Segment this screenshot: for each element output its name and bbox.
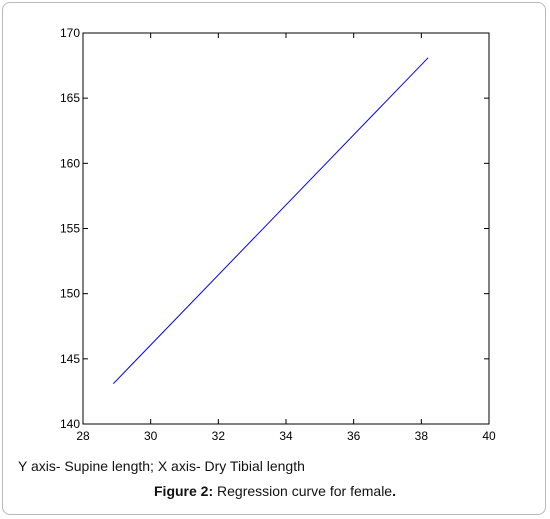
x-tick-label: 34	[279, 429, 293, 443]
caption-end: .	[392, 483, 396, 499]
x-tick-label: 32	[212, 429, 226, 443]
x-tick-label: 30	[144, 429, 158, 443]
y-tick-label: 165	[60, 91, 80, 105]
x-tick-label: 40	[482, 429, 496, 443]
axis-note: Y axis- Supine length; X axis- Dry Tibia…	[18, 458, 305, 474]
y-tick-label: 160	[60, 156, 80, 170]
caption-text: Regression curve for female	[213, 483, 393, 499]
figure-caption: Figure 2: Regression curve for female.	[0, 483, 550, 499]
series-layer	[113, 57, 429, 384]
y-tick-label: 140	[60, 417, 80, 431]
plot-area	[82, 32, 490, 425]
caption-label: Figure 2:	[154, 483, 214, 499]
axis-tick-labels: 28 30 32 34 36 38 40 140 145 150 155 160 165 170	[60, 26, 496, 443]
x-tick-label: 36	[347, 429, 361, 443]
x-tick-label: 28	[76, 429, 90, 443]
x-tick-label: 38	[415, 429, 429, 443]
y-tick-label: 170	[60, 26, 80, 40]
y-tick-label: 145	[60, 352, 80, 366]
y-tick-label: 155	[60, 222, 80, 236]
regression-chart: 28 30 32 34 36 38 40 140 145 150 155 160 165 170	[60, 26, 496, 443]
regression-line	[113, 57, 429, 384]
axis-ticks	[82, 32, 490, 425]
y-tick-label: 150	[60, 287, 80, 301]
